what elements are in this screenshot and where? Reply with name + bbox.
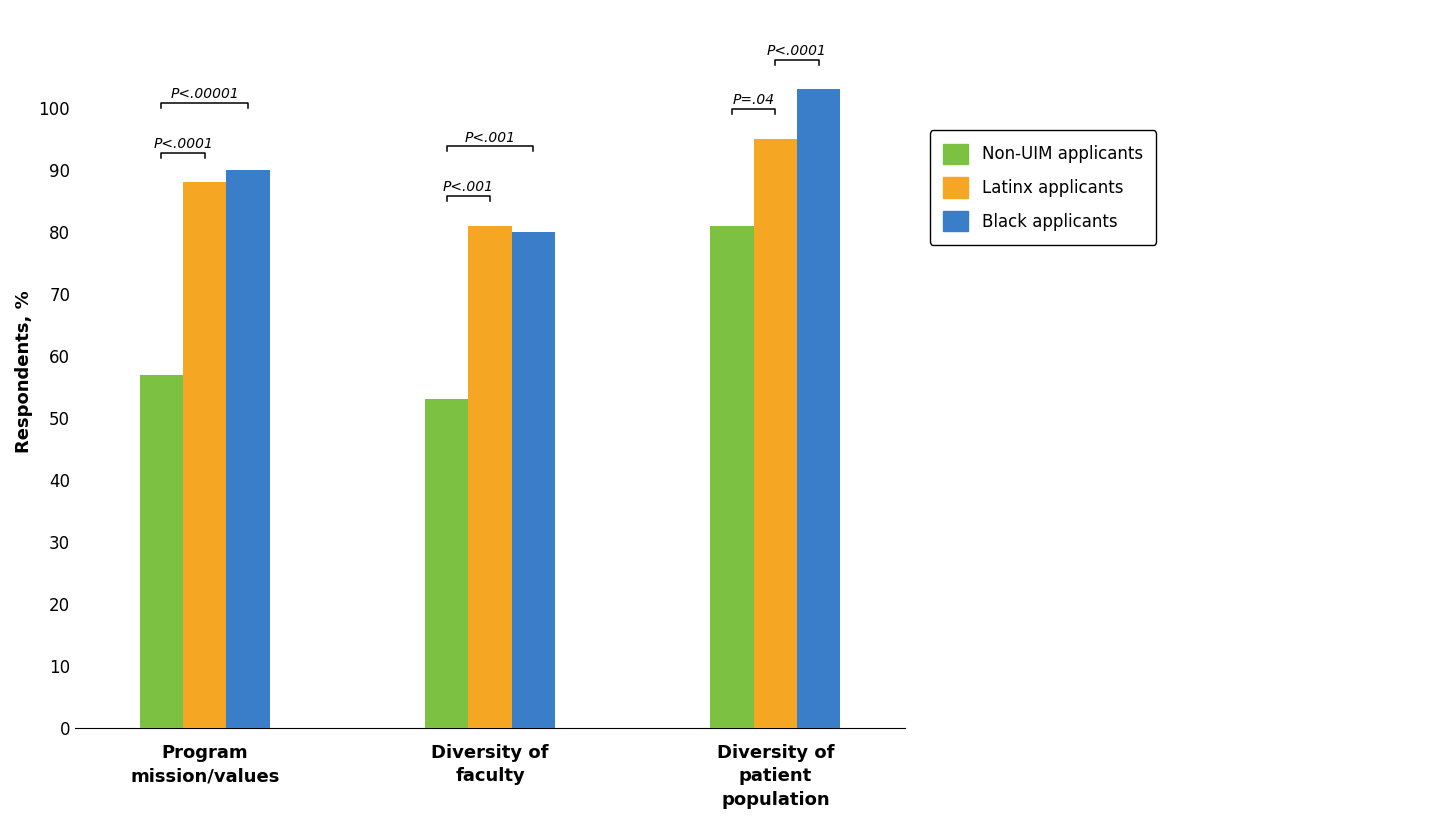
Text: P<.001: P<.001 (465, 130, 515, 144)
Bar (468, 226, 512, 728)
Text: P<.0001: P<.0001 (154, 137, 212, 151)
Text: P=.04: P=.04 (733, 93, 775, 107)
Bar (512, 232, 555, 728)
Bar (139, 375, 184, 728)
Text: P<.0001: P<.0001 (766, 44, 827, 58)
Bar (753, 139, 796, 728)
Bar (425, 400, 468, 728)
Bar (796, 89, 839, 728)
Bar (184, 182, 227, 728)
Bar (710, 226, 753, 728)
Text: P<.001: P<.001 (443, 180, 494, 194)
Text: P<.00001: P<.00001 (171, 87, 240, 101)
Bar (227, 170, 270, 728)
Y-axis label: Respondents, %: Respondents, % (14, 290, 33, 453)
Legend: Non-UIM applicants, Latinx applicants, Black applicants: Non-UIM applicants, Latinx applicants, B… (930, 130, 1157, 245)
